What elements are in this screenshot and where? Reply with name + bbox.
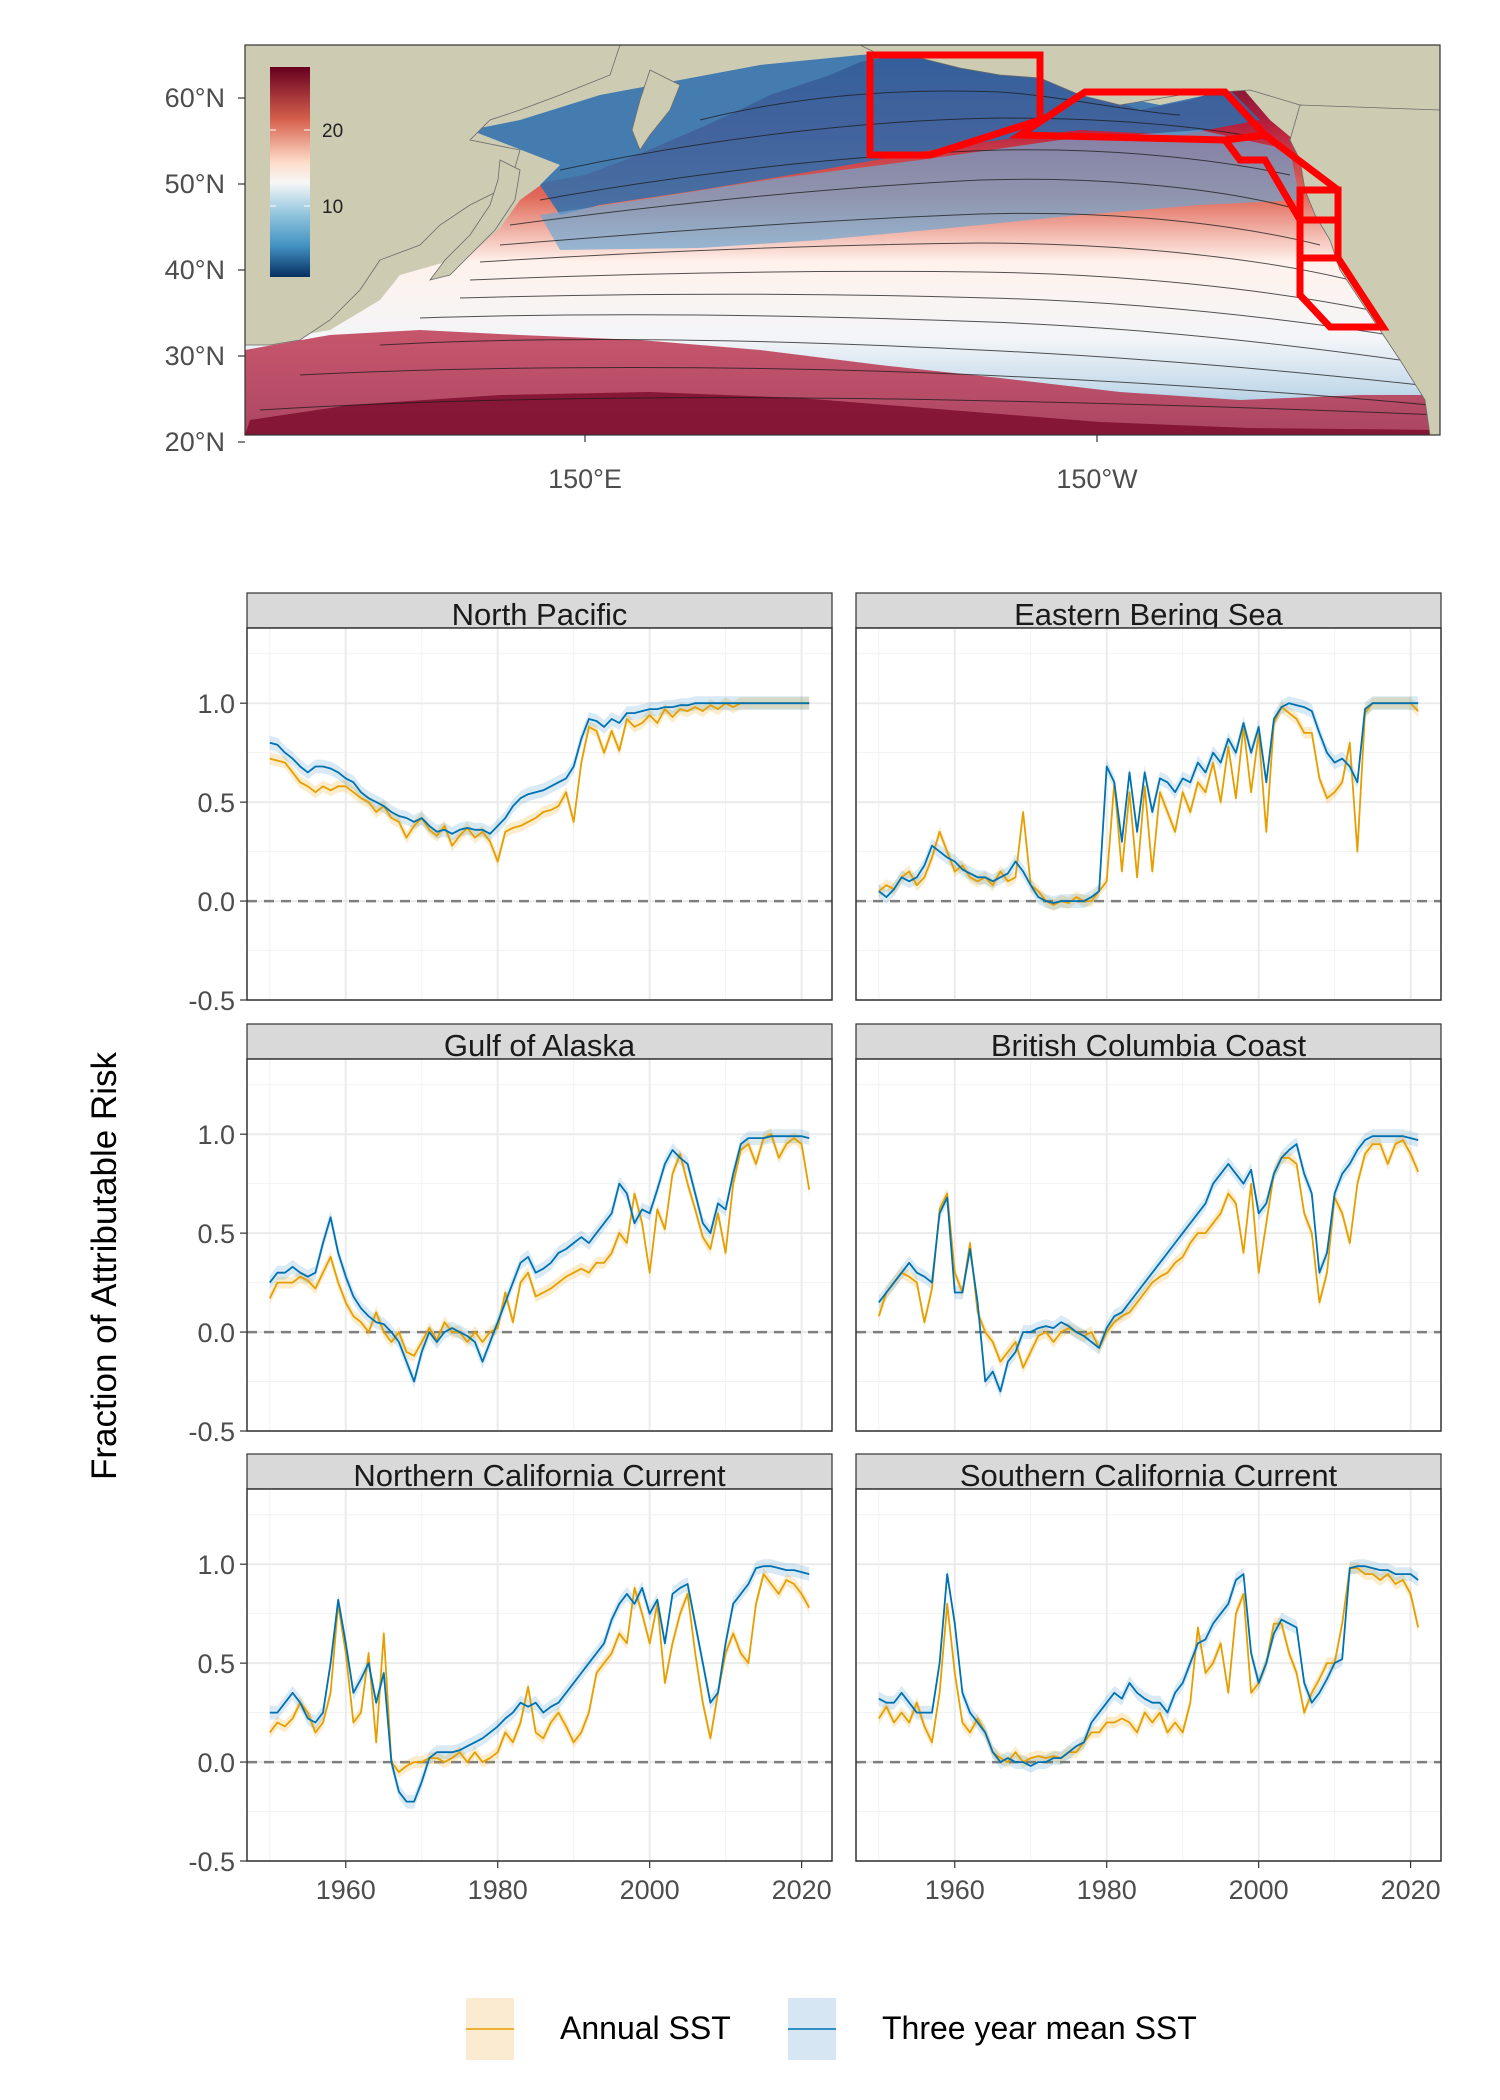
colorbar-tick-label: 20 xyxy=(322,121,343,142)
y-tick-label: -0.5 xyxy=(188,1417,235,1447)
kamchatka xyxy=(631,69,681,151)
x-tick-label: 2000 xyxy=(620,1875,680,1905)
plot-frame xyxy=(855,1058,1442,1432)
facet-strip xyxy=(246,1023,833,1060)
region-southern-california xyxy=(1296,254,1390,331)
y-tick-label: 0.0 xyxy=(197,887,235,917)
plot-frame xyxy=(855,627,1442,1001)
x-tick-label: 2020 xyxy=(772,1875,832,1905)
facet-panel: Northern California Current -0.5 0.0 0.5 1.0… xyxy=(188,1453,833,1905)
x-tick-label: 2020 xyxy=(1381,1875,1441,1905)
japan xyxy=(429,159,521,281)
facet-title: Gulf of Alaska xyxy=(444,1028,636,1063)
facet-title: Northern California Current xyxy=(353,1458,726,1493)
legend: Annual SST Three year mean SST xyxy=(466,1998,1197,2060)
subpolar-cool-water xyxy=(540,130,1300,250)
map-longitude-axis: 150°E 150°W xyxy=(548,464,1138,494)
three-year-sst-line xyxy=(269,702,810,835)
region-gulf-of-alaska xyxy=(1008,88,1273,144)
x-tick-label: 2000 xyxy=(1229,1875,1289,1905)
lat-label: 50°N xyxy=(165,169,225,199)
legend-label-three-year: Three year mean SST xyxy=(882,2010,1197,2046)
facet-strip xyxy=(855,1023,1442,1060)
facet-panel: British Columbia Coast xyxy=(855,1023,1442,1432)
legend-item-three-year: Three year mean SST xyxy=(788,1998,1197,2060)
study-regions xyxy=(866,51,1390,331)
facet-title: British Columbia Coast xyxy=(991,1028,1307,1063)
sst-colorbar: 20 10 xyxy=(270,67,343,277)
asia-coast xyxy=(245,45,621,346)
plot-background xyxy=(856,628,1441,1000)
three-year-sst-line xyxy=(878,1135,1419,1393)
three-year-sst-line xyxy=(878,1565,1419,1767)
three-year-sst-line xyxy=(878,702,1419,904)
plot-frame xyxy=(246,1488,833,1862)
facet-title: Southern California Current xyxy=(960,1458,1338,1493)
facet-strip xyxy=(246,1453,833,1490)
three-year-sst-line xyxy=(269,1565,810,1803)
annual-sst-line xyxy=(878,702,1419,906)
legend-label-annual: Annual SST xyxy=(560,2010,731,2046)
y-tick-label: -0.5 xyxy=(188,1847,235,1877)
subtropical-hot-core xyxy=(245,392,1440,435)
sst-map: 20 10 60°N 50°N 40°N 30°N 20°N 150°E 150… xyxy=(165,44,1441,494)
facet-title: North Pacific xyxy=(452,597,628,632)
facet-panel: North Pacific -0.5 0.0 0.5 1.0 xyxy=(188,592,833,1016)
y-tick-label: 0.0 xyxy=(197,1748,235,1778)
x-tick-label: 1960 xyxy=(316,1875,376,1905)
facet-panel: Southern California Current 1960 1980 2000 2… xyxy=(855,1453,1442,1905)
lat-label: 60°N xyxy=(165,83,225,113)
plot-background xyxy=(247,1489,832,1861)
annual-sst-line xyxy=(878,1567,1420,1763)
colorbar-tick-label: 10 xyxy=(322,197,343,218)
annual-sst-line xyxy=(268,1133,811,1357)
lon-label: 150°E xyxy=(548,464,622,494)
map-latitude-axis: 60°N 50°N 40°N 30°N 20°N xyxy=(165,83,225,457)
three-year-sst-line xyxy=(269,1135,810,1383)
lat-label: 30°N xyxy=(165,341,225,371)
plot-background xyxy=(856,1059,1441,1431)
lat-label: 20°N xyxy=(165,427,225,457)
facet-strip xyxy=(246,592,833,629)
facet-panels: North Pacific -0.5 0.0 0.5 1.0 Eastern Bering… xyxy=(188,592,1442,1905)
y-tick-label: 0.0 xyxy=(197,1318,235,1348)
y-tick-label: -0.5 xyxy=(188,986,235,1016)
y-axis-title: Fraction of Attributable Risk xyxy=(85,1052,124,1480)
plot-frame xyxy=(246,1058,833,1432)
y-tick-label: 1.0 xyxy=(197,1120,235,1150)
x-tick-label: 1980 xyxy=(1077,1875,1137,1905)
lat-label: 40°N xyxy=(165,255,225,285)
isotherm-contours xyxy=(259,90,1440,416)
facet-strip xyxy=(855,592,1442,629)
annual-sst-line xyxy=(269,702,810,863)
region-eastern-bering-sea xyxy=(866,51,1044,159)
facet-strip xyxy=(855,1453,1442,1490)
y-tick-label: 1.0 xyxy=(197,1550,235,1580)
facet-title: Eastern Bering Sea xyxy=(1014,597,1284,632)
region-british-columbia xyxy=(1218,131,1342,224)
plot-background xyxy=(856,1489,1441,1861)
legend-item-annual: Annual SST xyxy=(466,1998,731,2060)
plot-frame xyxy=(246,627,833,1001)
facet-panel: Eastern Bering Sea xyxy=(855,592,1442,1001)
y-tick-label: 0.5 xyxy=(197,788,235,818)
x-tick-label: 1980 xyxy=(468,1875,528,1905)
y-tick-label: 0.5 xyxy=(197,1649,235,1679)
map-frame xyxy=(244,44,1441,436)
x-tick-label: 1960 xyxy=(925,1875,985,1905)
y-tick-label: 0.5 xyxy=(197,1219,235,1249)
plot-background xyxy=(247,1059,832,1431)
plot-frame xyxy=(855,1488,1442,1862)
y-tick-label: 1.0 xyxy=(197,689,235,719)
facet-panel: Gulf of Alaska -0.5 0.0 0.5 1.0 xyxy=(188,1023,833,1447)
lon-label: 150°W xyxy=(1056,464,1138,494)
land-masses xyxy=(245,45,1440,435)
